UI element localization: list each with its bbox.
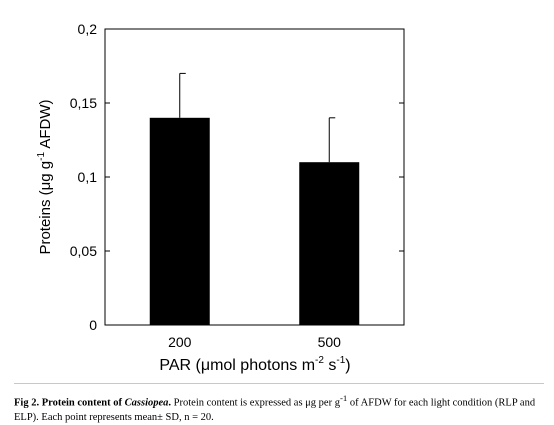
y-tick-label: 0,15: [70, 95, 97, 111]
x-tick-label: 200: [168, 334, 192, 350]
caption-title-end: .: [168, 397, 172, 409]
caption-text-2: of AFDW for each light condition (RLP an…: [14, 397, 536, 423]
x-axis: 200 500: [168, 320, 341, 350]
caption-title: Protein content of: [41, 397, 125, 409]
caption-fig-label: Fig 2.: [14, 397, 40, 409]
caption-divider: [14, 383, 544, 384]
caption-text-1: Protein content is expressed as μg per g: [171, 397, 340, 409]
bar-500: [299, 162, 360, 325]
figure-caption: Fig 2. Protein content of Cassiopea. Pro…: [14, 391, 544, 425]
y-tick-label: 0,2: [78, 21, 98, 37]
caption-sup: -1: [339, 393, 348, 403]
y-axis: 0 0,05 0,1 0,15 0,2: [70, 21, 404, 333]
y-tick-label: 0,05: [70, 243, 97, 259]
y-axis-label: Proteins (μg g-1 AFDW): [36, 99, 54, 254]
bars: [149, 72, 360, 325]
x-tick-label: 500: [318, 334, 342, 350]
x-axis-label: PAR (μmol photons m-2 s-1): [159, 355, 350, 374]
y-tick-label: 0,1: [78, 169, 98, 185]
caption-species: Cassiopea: [124, 397, 169, 409]
y-tick-label: 0: [89, 317, 97, 333]
bar-200: [149, 117, 210, 325]
